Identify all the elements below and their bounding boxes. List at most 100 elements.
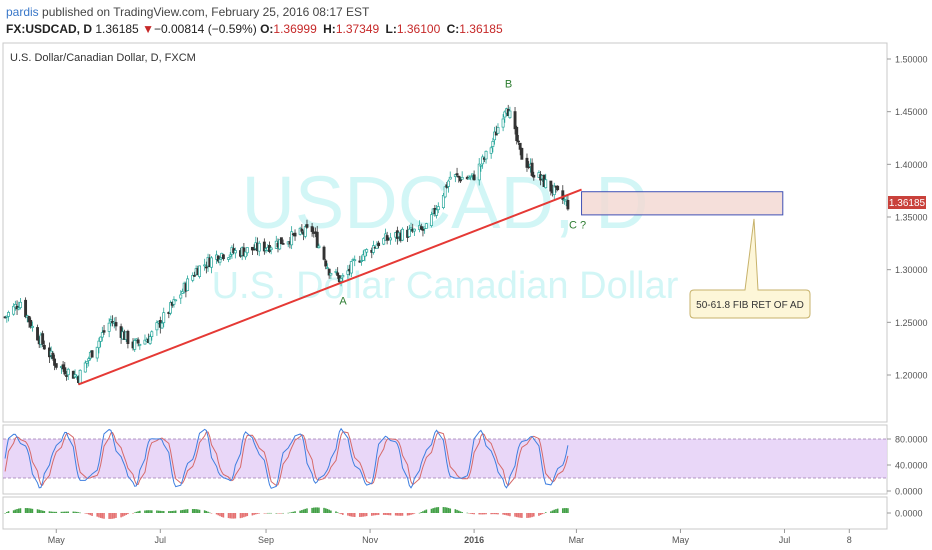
macd-histogram-bar: [459, 511, 462, 513]
macd-histogram-bar: [456, 509, 458, 513]
macd-histogram-bar: [401, 513, 404, 516]
macd-histogram-bar: [352, 513, 354, 517]
macd-histogram-bar: [457, 510, 460, 513]
candle-body: [42, 344, 46, 350]
candle-body: [435, 209, 439, 216]
candle-body: [389, 237, 392, 241]
macd-histogram-bar: [389, 513, 392, 516]
macd-histogram-bar: [324, 508, 327, 513]
publish-info: published on TradingView.com, February 2…: [38, 5, 370, 19]
macd-histogram-bar: [517, 513, 520, 518]
candle-body: [107, 322, 111, 332]
wave-label-b: B: [505, 79, 512, 91]
candle-body: [51, 352, 55, 359]
macd-histogram-bar: [539, 513, 542, 516]
candle-body: [279, 237, 283, 245]
candle-body: [179, 294, 183, 299]
price-panel[interactable]: [2, 42, 888, 423]
candle-body: [530, 162, 534, 176]
candle-body: [532, 174, 536, 178]
candle-body: [341, 275, 345, 278]
high-value: 1.37349: [335, 22, 380, 36]
macd-histogram-bar: [382, 513, 385, 515]
macd-histogram-bar: [144, 510, 146, 513]
macd-histogram-bar: [526, 513, 528, 518]
macd-histogram-bar: [432, 508, 434, 513]
macd-histogram-bar: [38, 509, 41, 513]
macd-histogram-bar: [444, 507, 446, 513]
macd-histogram-bar: [132, 513, 134, 514]
candle-body: [501, 118, 505, 128]
macd-histogram-bar: [446, 507, 448, 513]
candle-body: [300, 228, 304, 232]
stochastic-band: [3, 439, 887, 478]
candle-body: [424, 223, 428, 229]
macd-histogram-bar: [65, 511, 68, 513]
candle-body: [210, 257, 213, 268]
macd-histogram-bar: [311, 507, 313, 513]
candle-body: [78, 369, 82, 385]
callout-text: 50-61.8 FIB RET OF AD: [696, 300, 804, 311]
candle-body: [516, 140, 520, 143]
x-tick-label: May: [48, 535, 66, 545]
legend-title: U.S. Dollar/Canadian Dollar, D, FXCM: [10, 52, 196, 64]
watermark-symbol: USDCAD, D: [241, 161, 648, 244]
candle-body: [90, 350, 94, 358]
candle-body: [447, 180, 450, 187]
macd-histogram-bar: [306, 508, 308, 513]
macd-histogram-bar: [277, 513, 279, 514]
callout-box: [689, 218, 811, 319]
macd-histogram-bar: [449, 508, 452, 513]
candle-body: [29, 319, 33, 328]
macd-histogram-bar: [434, 507, 436, 513]
candle-body: [155, 322, 159, 331]
macd-histogram-bar: [60, 511, 63, 513]
macd-histogram-bar: [171, 510, 174, 513]
macd-histogram-bar: [493, 513, 496, 515]
candle-body: [549, 180, 553, 192]
chart-area[interactable]: USDCAD, D U.S. Dollar Canadian Dollar U.…: [0, 40, 932, 550]
candle-body: [203, 264, 207, 267]
candle-body: [30, 325, 34, 328]
macd-histogram-bar: [473, 513, 475, 515]
macd-histogram-bar: [287, 512, 290, 514]
macd-histogram-bar: [198, 509, 201, 513]
candle-body: [491, 141, 495, 147]
macd-histogram-bar: [299, 510, 301, 513]
macd-histogram-bar: [215, 513, 218, 515]
macd-histogram-bar: [531, 513, 533, 518]
macd-histogram-bar: [16, 508, 18, 513]
macd-histogram-bar: [364, 513, 366, 517]
macd-histogram-bar: [282, 512, 284, 514]
candle-body: [293, 232, 297, 237]
macd-histogram-bar: [207, 511, 209, 513]
macd-histogram-bar: [447, 507, 450, 513]
macd-histogram-bar: [52, 511, 54, 513]
candle-body: [329, 272, 333, 276]
macd-histogram-bar: [133, 512, 136, 514]
candle-body: [83, 362, 87, 373]
candle-body: [372, 245, 375, 253]
candle-body: [315, 231, 319, 248]
macd-histogram-bar: [162, 511, 165, 513]
author-name[interactable]: pardis: [6, 5, 39, 19]
macd-histogram-bar: [550, 511, 552, 513]
candle-body: [430, 214, 433, 226]
candle-body: [7, 312, 10, 317]
candle-body: [204, 266, 208, 269]
macd-histogram-bar: [29, 508, 32, 513]
macd-histogram-bar: [197, 509, 199, 513]
candle-body: [160, 322, 164, 329]
macd-histogram-bar: [217, 513, 220, 516]
macd-histogram-bar: [348, 513, 351, 517]
candle-body: [172, 299, 176, 305]
macd-histogram-bar: [341, 513, 344, 515]
price-tick-label: 1.30000: [895, 265, 928, 275]
price-tick-label: 1.25000: [895, 318, 928, 328]
macd-histogram-bar: [75, 511, 78, 513]
macd-histogram-bar: [502, 513, 504, 515]
macd-histogram-bar: [553, 509, 556, 513]
x-tick-label: 2016: [464, 535, 484, 545]
macd-histogram-bar: [386, 513, 388, 516]
macd-histogram-bar: [422, 511, 424, 513]
